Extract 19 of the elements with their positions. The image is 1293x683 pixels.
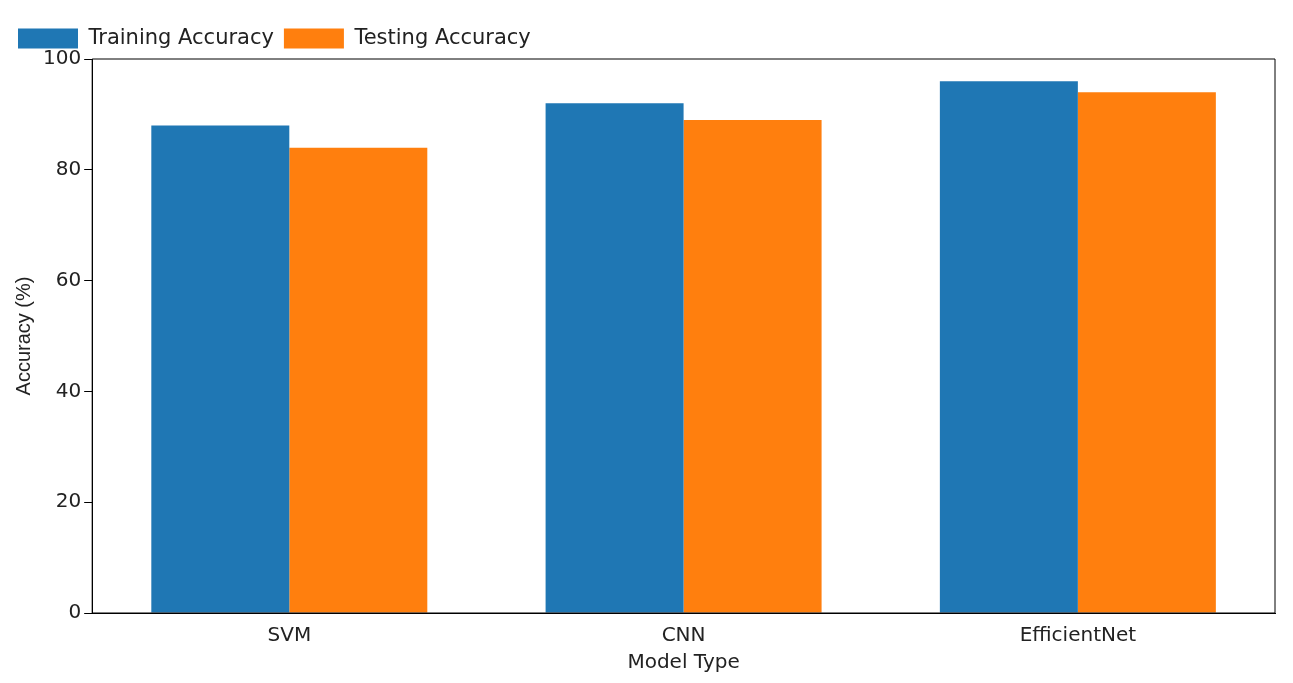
bar xyxy=(683,119,822,613)
bar xyxy=(289,147,428,613)
y-tick-label: 0 xyxy=(68,599,82,624)
bar xyxy=(939,81,1078,613)
bar xyxy=(545,103,684,613)
x-axis-title: Model Type xyxy=(627,649,740,674)
legend-label: Testing Accuracy xyxy=(353,24,531,49)
bar xyxy=(1077,92,1216,613)
y-tick-label: 100 xyxy=(42,45,82,70)
bar xyxy=(151,125,290,613)
x-tick-label: CNN xyxy=(661,622,706,647)
y-tick-label: 60 xyxy=(55,266,82,291)
x-tick-label: EfficientNet xyxy=(1019,622,1137,647)
y-tick-label: 80 xyxy=(55,156,82,180)
legend-label: Training Accuracy xyxy=(87,24,274,49)
y-tick-label: 40 xyxy=(55,377,82,402)
x-tick-label: SVM xyxy=(267,622,312,647)
y-tick-label: 20 xyxy=(55,488,82,513)
y-axis-title: Accuracy (%) xyxy=(11,276,34,396)
